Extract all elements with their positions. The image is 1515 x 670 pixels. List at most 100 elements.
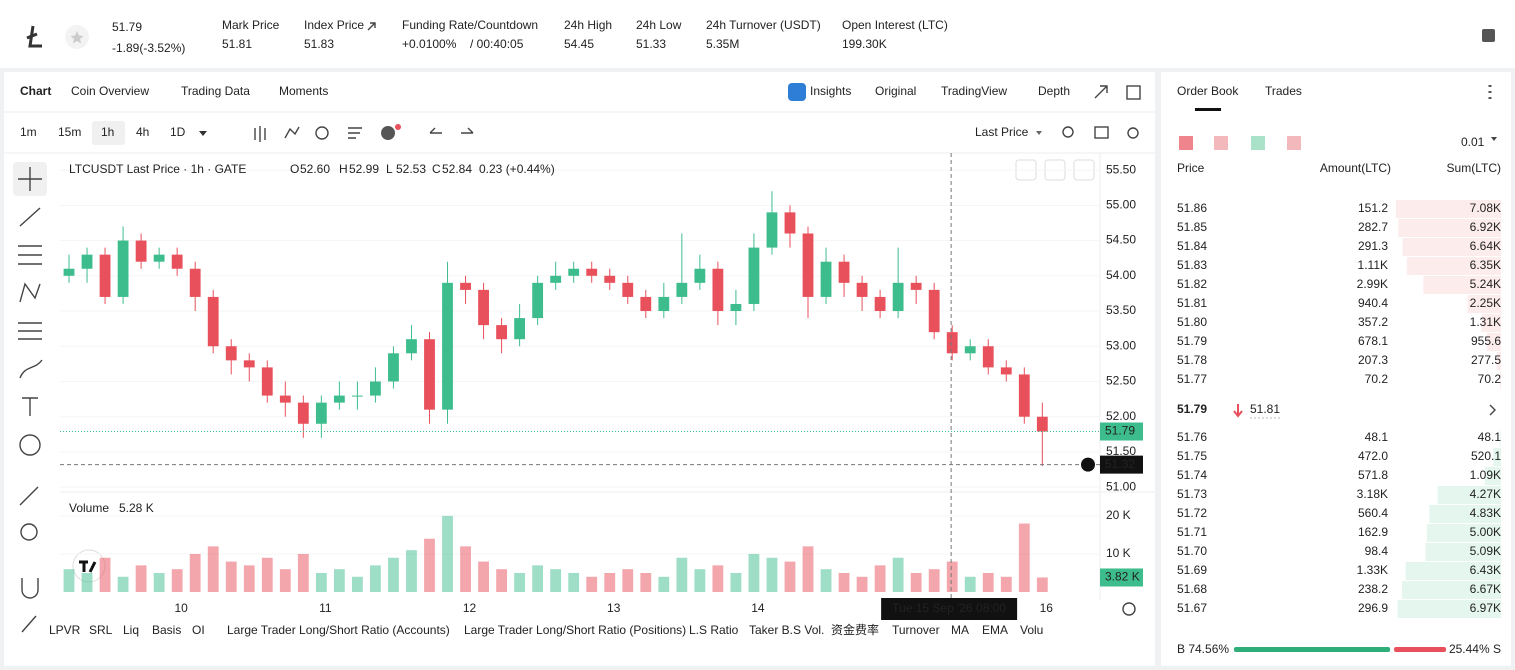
- chart-tab[interactable]: Coin Overview: [71, 84, 149, 98]
- ob-tab[interactable]: Trades: [1265, 84, 1302, 98]
- volume-bar: [189, 553, 201, 592]
- indicator[interactable]: SRL: [89, 623, 113, 637]
- view-both[interactable]: [1179, 136, 1193, 150]
- interval[interactable]: 1h: [101, 125, 114, 139]
- indicator[interactable]: Large Trader Long/Short Ratio (Accounts): [227, 623, 450, 637]
- indicator[interactable]: Volu: [1020, 623, 1043, 637]
- ob-price[interactable]: 51.74: [1177, 468, 1207, 482]
- volume-bar: [388, 557, 399, 592]
- price-type[interactable]: Last Price: [975, 125, 1029, 139]
- zoom-tool[interactable]: [20, 523, 38, 541]
- volume-bar: [442, 515, 453, 592]
- indicator-icon[interactable]: [315, 126, 329, 140]
- indicator[interactable]: Taker B.S Vol.: [749, 623, 824, 637]
- crosshair-tool[interactable]: [18, 167, 42, 191]
- indicator[interactable]: Liq: [123, 623, 139, 637]
- interval[interactable]: 1D: [170, 125, 186, 139]
- settings-icon[interactable]: [1122, 602, 1136, 616]
- crosshair-add[interactable]: [1081, 457, 1095, 472]
- volume-bar: [550, 569, 562, 592]
- indicator[interactable]: L.S Ratio: [689, 623, 739, 637]
- ob-price[interactable]: 51.86: [1177, 201, 1207, 215]
- ob-price[interactable]: 51.71: [1177, 525, 1207, 539]
- add-icon[interactable]: [381, 126, 395, 140]
- chart-tab[interactable]: Chart: [20, 84, 51, 98]
- interval[interactable]: 4h: [136, 125, 149, 139]
- text-tool[interactable]: [22, 397, 38, 416]
- ob-amount: 238.2: [1358, 582, 1388, 596]
- layout-icon[interactable]: [1126, 85, 1141, 100]
- chart-type-icon[interactable]: [254, 126, 300, 142]
- menu-icon[interactable]: [1482, 29, 1495, 42]
- ob-price[interactable]: 51.77: [1177, 372, 1207, 386]
- precision[interactable]: 0.01: [1461, 135, 1485, 149]
- fullscreen-icon[interactable]: [1094, 85, 1108, 99]
- brush-tool[interactable]: [19, 359, 43, 379]
- view-tab[interactable]: TradingView: [941, 84, 1007, 98]
- ob-price[interactable]: 51.69: [1177, 563, 1207, 577]
- dropdown-arrow[interactable]: [1036, 131, 1042, 135]
- ob-price[interactable]: 51.78: [1177, 353, 1207, 367]
- candle-body: [225, 346, 237, 361]
- indicator[interactable]: MA: [951, 623, 969, 637]
- view-bids[interactable]: [1251, 136, 1265, 150]
- interval[interactable]: 1m: [20, 125, 37, 139]
- fib-tool[interactable]: [18, 322, 42, 340]
- ob-price[interactable]: 51.68: [1177, 582, 1207, 596]
- volume-bar: [748, 553, 760, 592]
- indicator[interactable]: EMA: [982, 623, 1008, 637]
- indicator[interactable]: Turnover: [892, 623, 940, 637]
- ob-price[interactable]: 51.79: [1177, 334, 1207, 348]
- view-asks[interactable]: [1287, 136, 1301, 150]
- settings-icon[interactable]: [1127, 127, 1139, 139]
- lock-tool[interactable]: [21, 615, 37, 633]
- ob-price[interactable]: 51.67: [1177, 601, 1207, 615]
- interval[interactable]: 15m: [58, 125, 81, 139]
- channel-tool[interactable]: [18, 245, 42, 265]
- chart-tab[interactable]: Moments: [279, 84, 328, 98]
- ob-price[interactable]: 51.84: [1177, 239, 1207, 253]
- chevron[interactable]: [1489, 404, 1496, 416]
- ob-price[interactable]: 51.80: [1177, 315, 1207, 329]
- dropdown-arrow[interactable]: [1491, 137, 1497, 141]
- ob-price[interactable]: 51.72: [1177, 506, 1207, 520]
- volume-bar: [910, 572, 922, 592]
- ohlc-value: 52.60: [300, 162, 330, 176]
- ob-sum: 6.64K: [1470, 239, 1501, 253]
- search-icon[interactable]: [1062, 126, 1074, 138]
- ob-price[interactable]: 51.82: [1177, 277, 1207, 291]
- pattern-tool[interactable]: [19, 282, 41, 303]
- line-tool[interactable]: [19, 207, 41, 227]
- ob-price[interactable]: 51.70: [1177, 544, 1207, 558]
- indicator[interactable]: 资金费率: [831, 622, 879, 637]
- ob-price[interactable]: 51.83: [1177, 258, 1207, 272]
- undo-redo[interactable]: [429, 127, 474, 134]
- crosshair-time-tag: [881, 598, 1018, 620]
- view-tab[interactable]: Insights: [810, 84, 851, 98]
- ob-tab[interactable]: Order Book: [1177, 84, 1239, 98]
- view-tab[interactable]: Depth: [1038, 84, 1070, 98]
- indicator[interactable]: LPVR: [49, 623, 81, 637]
- ob-price[interactable]: 51.85: [1177, 220, 1207, 234]
- magnet-tool[interactable]: [21, 578, 39, 599]
- emoji-tool[interactable]: [19, 434, 41, 456]
- dropdown-arrow[interactable]: [199, 131, 207, 136]
- ob-sum: 5.00K: [1470, 525, 1501, 539]
- candle-body: [243, 360, 255, 368]
- chart-tab[interactable]: Trading Data: [181, 84, 250, 98]
- ob-price[interactable]: 51.75: [1177, 449, 1207, 463]
- ob-price[interactable]: 51.81: [1177, 296, 1207, 310]
- volume-bar: [784, 561, 796, 592]
- view-mixed[interactable]: [1214, 136, 1228, 150]
- ob-price[interactable]: 51.73: [1177, 487, 1207, 501]
- template-icon[interactable]: [348, 127, 362, 139]
- ohlc-value: 52.99: [349, 162, 379, 176]
- indicator[interactable]: Large Trader Long/Short Ratio (Positions…: [464, 623, 686, 637]
- view-tab[interactable]: Original: [875, 84, 916, 98]
- ob-price[interactable]: 51.76: [1177, 430, 1207, 444]
- camera-icon[interactable]: [1094, 126, 1109, 139]
- volume-tag-text: 3.82 K: [1105, 570, 1140, 584]
- indicator[interactable]: Basis: [152, 623, 181, 637]
- ruler-tool[interactable]: [19, 486, 39, 506]
- indicator[interactable]: OI: [192, 623, 205, 637]
